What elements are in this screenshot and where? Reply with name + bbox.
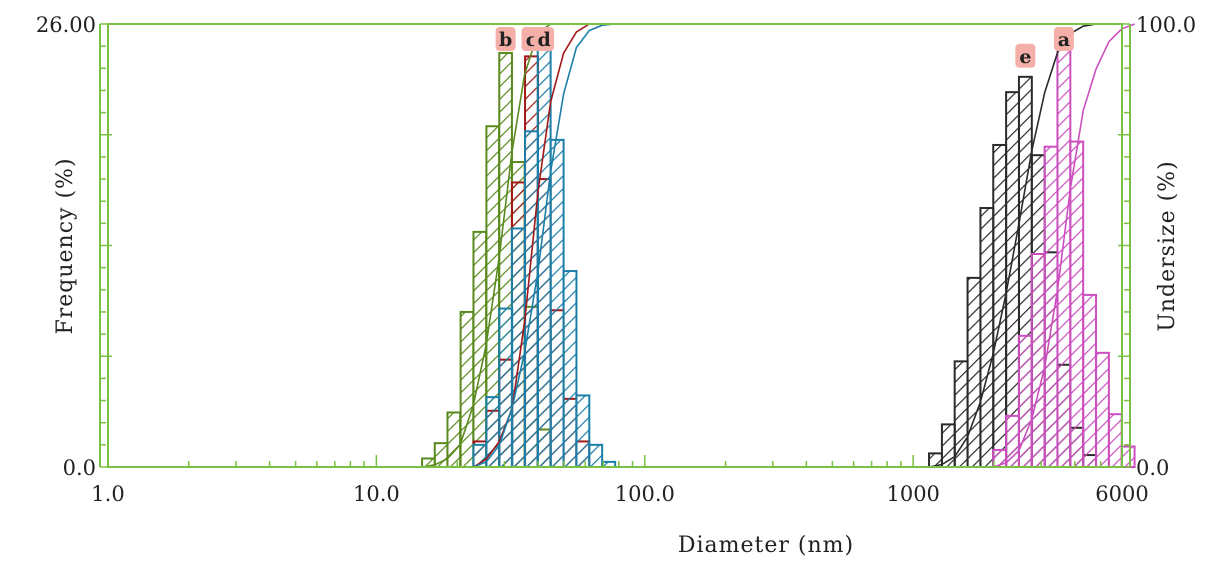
bar-d-7: [562, 270, 578, 468]
bar-e-3: [966, 276, 982, 468]
series-label-bg-b: [495, 27, 516, 51]
bar-a-7: [1082, 293, 1098, 468]
bar-a-5: [1056, 46, 1072, 468]
bar-b-2: [446, 411, 462, 469]
bar-e-4: [979, 207, 995, 469]
bar-a-3: [1030, 253, 1046, 468]
series-label-e: e: [1019, 46, 1031, 68]
series-label-bg-d: [534, 27, 555, 51]
x-tick-label: 1000: [886, 482, 939, 506]
series-label-bg-a: [1053, 27, 1074, 51]
series-label-c: c: [526, 29, 538, 51]
bar-a-10: [1120, 445, 1136, 468]
series-label-b: b: [499, 29, 512, 51]
undersize-curve-a: [992, 23, 1135, 468]
bar-a-4: [1043, 145, 1059, 468]
bar-e-2: [953, 360, 969, 468]
bar-d-2: [498, 307, 514, 469]
undersize-curve-c: [473, 23, 590, 468]
y2-tick-label: 100.0: [1136, 13, 1196, 37]
y-tick-label: 0.0: [63, 456, 96, 480]
x-tick-label: 1.0: [91, 482, 124, 506]
undersize-curve-b: [421, 23, 551, 468]
bar-d-9: [588, 443, 604, 469]
bar-d-3: [510, 227, 526, 468]
y-tick-label: 26.00: [36, 13, 96, 37]
x-tick-label: 6000: [1095, 482, 1148, 506]
bar-a-9: [1107, 413, 1123, 468]
bar-b-4: [472, 230, 488, 468]
bar-a-6: [1069, 140, 1085, 468]
x-tick-label: 100.0: [615, 482, 675, 506]
bar-a-1: [1005, 414, 1020, 469]
bar-b-3: [459, 310, 475, 469]
series-label-a: a: [1058, 29, 1070, 51]
y-axis-title: Frequency (%): [53, 157, 78, 334]
undersize-curve-d: [473, 23, 616, 468]
series-label-bg-e: [1015, 43, 1036, 68]
bar-d-8: [575, 394, 591, 468]
y2-axis-title: Undersize (%): [1155, 160, 1180, 331]
x-axis-title: Diameter (nm): [678, 533, 854, 558]
bar-a-8: [1095, 351, 1110, 468]
x-tick-label: 10.0: [353, 482, 400, 506]
y2-tick-label: 0.0: [1136, 456, 1169, 480]
series-label-d: d: [537, 29, 550, 51]
bar-d-6: [549, 138, 565, 469]
